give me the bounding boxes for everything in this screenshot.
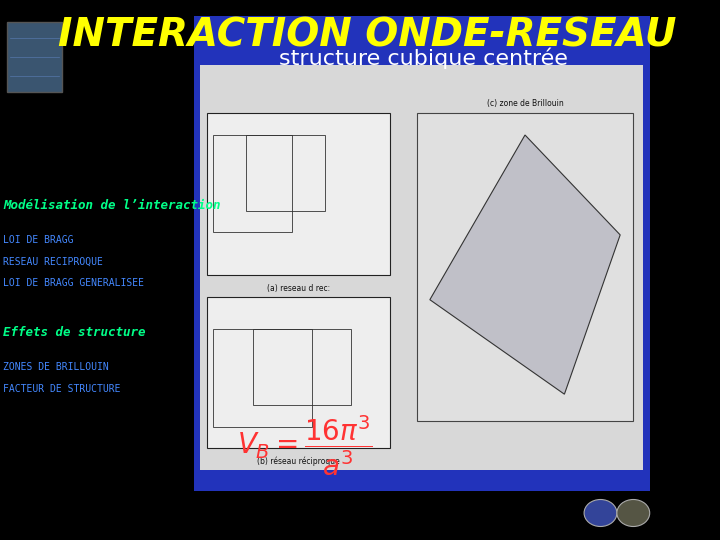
Text: Modélisation de l’interaction: Modélisation de l’interaction xyxy=(4,199,221,212)
Bar xyxy=(213,329,312,427)
Text: ZONES DE BRILLOUIN: ZONES DE BRILLOUIN xyxy=(4,362,109,372)
Polygon shape xyxy=(430,135,620,394)
Text: structure cubique centrée: structure cubique centrée xyxy=(279,47,568,69)
Bar xyxy=(207,297,390,448)
Circle shape xyxy=(617,500,649,526)
Bar xyxy=(246,135,325,211)
Text: INTERACTION ONDE-RESEAU: INTERACTION ONDE-RESEAU xyxy=(58,16,677,54)
Bar xyxy=(213,135,292,232)
Text: (a) reseau d rec:: (a) reseau d rec: xyxy=(267,284,330,293)
Text: $V_B = \dfrac{16\pi^3}{a^3}$: $V_B = \dfrac{16\pi^3}{a^3}$ xyxy=(238,413,373,478)
Bar xyxy=(194,16,649,491)
Text: LOI DE BRAGG: LOI DE BRAGG xyxy=(4,235,73,245)
Bar xyxy=(200,65,643,470)
Text: LOI DE BRAGG GENERALISEE: LOI DE BRAGG GENERALISEE xyxy=(4,279,144,288)
Bar xyxy=(207,113,390,275)
Bar xyxy=(417,113,634,421)
Text: (b) réseau réciproque: (b) réseau réciproque xyxy=(257,456,340,466)
Bar xyxy=(253,329,351,405)
Text: FACTEUR DE STRUCTURE: FACTEUR DE STRUCTURE xyxy=(4,384,121,394)
Text: (c) zone de Brillouin: (c) zone de Brillouin xyxy=(487,99,563,108)
Bar xyxy=(6,22,63,92)
Text: RESEAU RECIPROQUE: RESEAU RECIPROQUE xyxy=(4,257,103,267)
Text: Effets de structure: Effets de structure xyxy=(4,326,145,339)
Circle shape xyxy=(584,500,617,526)
